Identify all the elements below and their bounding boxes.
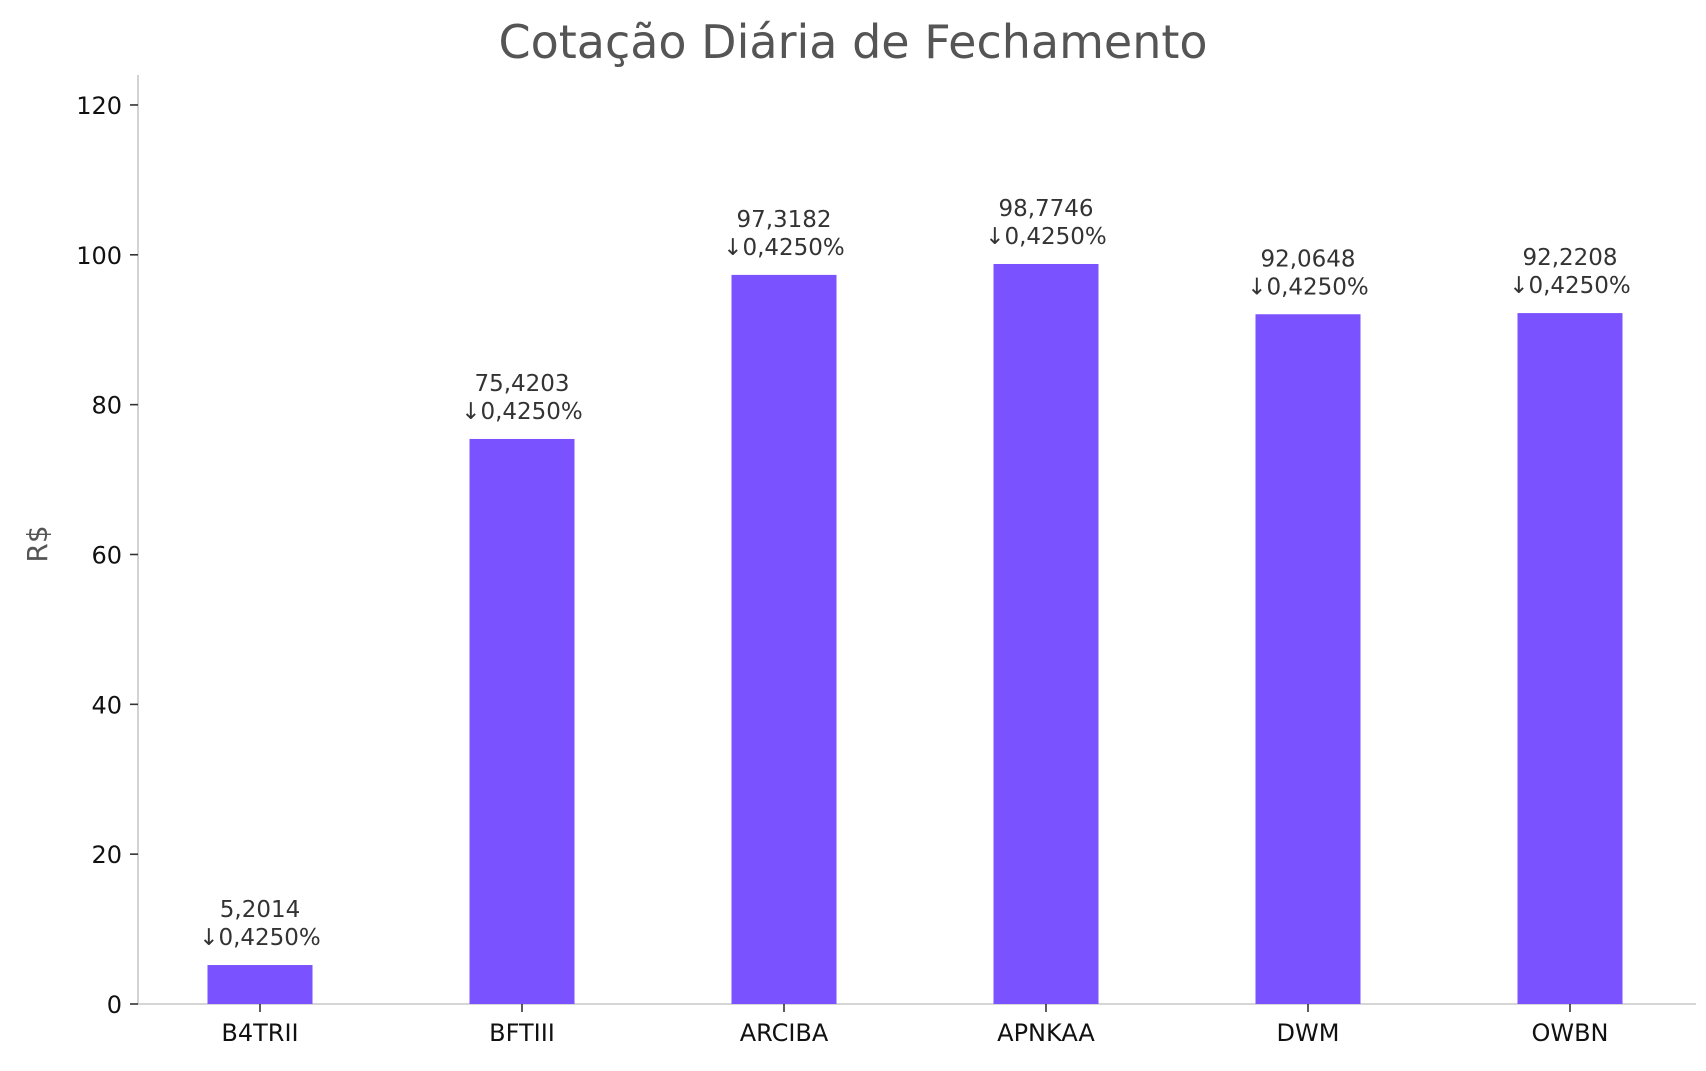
x-tick-label: BFTIII: [489, 1019, 555, 1047]
bar-b4trii: [207, 965, 313, 1004]
y-tick-label: 40: [91, 691, 122, 719]
y-tick-label: 0: [107, 991, 122, 1019]
data-label-value: 5,2014: [220, 897, 300, 923]
y-tick-label: 20: [91, 841, 122, 869]
data-label-change: ↓0,4250%: [1247, 274, 1369, 300]
y-axis-label: R$: [21, 525, 54, 562]
y-axis-ticks: 0 20 40 60 80 100 120: [76, 92, 138, 1019]
bar-arciba: [731, 274, 837, 1004]
data-label-change: ↓0,4250%: [461, 399, 583, 425]
data-label-value: 98,7746: [998, 196, 1093, 222]
bar-apnkaa: [993, 263, 1099, 1004]
x-tick-label: B4TRII: [221, 1019, 298, 1047]
y-tick-label: 80: [91, 392, 122, 420]
x-tick-label: APNKAA: [997, 1019, 1095, 1047]
data-label-change: ↓0,4250%: [199, 925, 321, 951]
data-label-value: 92,2208: [1522, 245, 1617, 271]
chart-title: Cotação Diária de Fechamento: [498, 15, 1207, 69]
x-axis-ticks: B4TRII BFTIII ARCIBA APNKAA DWM OWBN: [221, 1004, 1609, 1047]
y-tick-label: 60: [91, 541, 122, 569]
data-label-change: ↓0,4250%: [723, 235, 845, 261]
data-label-change: ↓0,4250%: [985, 224, 1107, 250]
x-tick-label: OWBN: [1531, 1019, 1608, 1047]
data-label-value: 75,4203: [474, 371, 569, 397]
y-tick-label: 120: [76, 92, 122, 120]
y-tick-label: 100: [76, 242, 122, 270]
data-label-value: 97,3182: [736, 207, 831, 233]
bars-group: [207, 263, 1623, 1005]
x-tick-label: DWM: [1277, 1019, 1340, 1047]
bar-bftiii: [469, 438, 575, 1005]
x-tick-label: ARCIBA: [740, 1019, 829, 1047]
data-label-change: ↓0,4250%: [1509, 273, 1631, 299]
data-label-value: 92,0648: [1260, 246, 1355, 272]
data-labels-group: 5,2014↓0,4250%75,4203↓0,4250%97,3182↓0,4…: [199, 196, 1631, 951]
bar-dwm: [1255, 314, 1361, 1004]
bar-owbn: [1517, 313, 1623, 1004]
